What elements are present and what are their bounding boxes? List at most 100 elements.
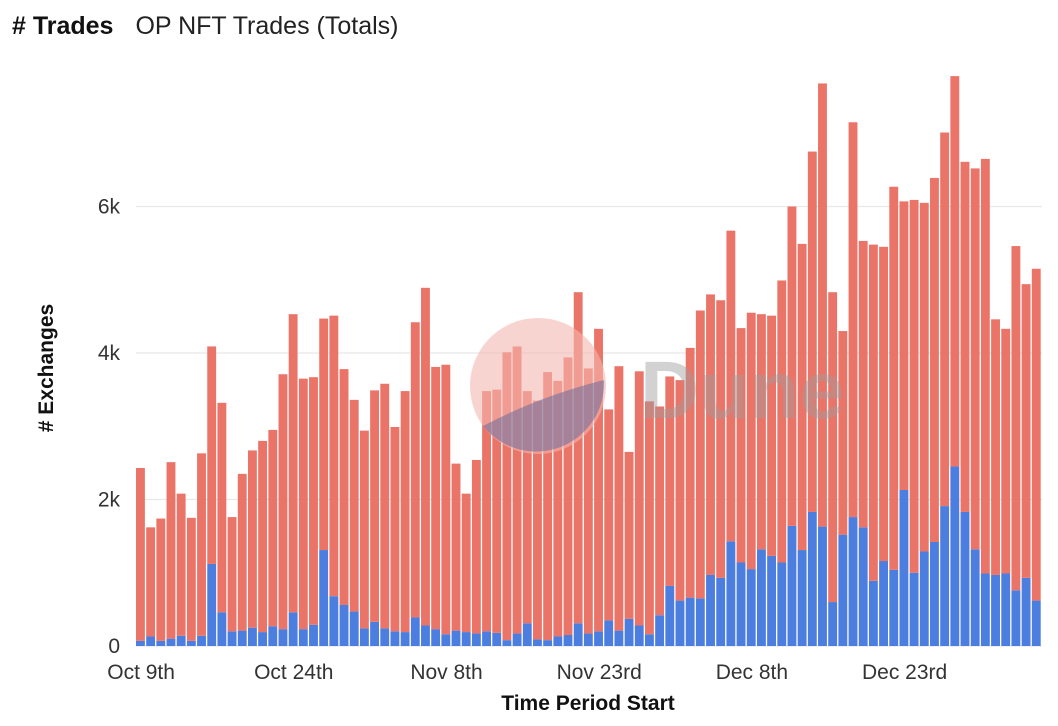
bar-segment-bottom bbox=[370, 621, 380, 646]
x-tick-label: Dec 23rd bbox=[862, 661, 947, 684]
bar-segment-bottom bbox=[227, 631, 237, 646]
bar-segment-bottom bbox=[980, 573, 990, 646]
bar-segment-top bbox=[665, 376, 675, 586]
bar-segment-bottom bbox=[492, 632, 502, 646]
bar-segment-bottom bbox=[716, 577, 726, 646]
bar-segment-bottom bbox=[787, 525, 797, 646]
bar-segment-top bbox=[237, 473, 247, 631]
bar-segment-bottom bbox=[482, 631, 491, 646]
bar-segment-bottom bbox=[461, 632, 471, 646]
bar-segment-top bbox=[909, 199, 919, 573]
y-tick-label: 2k bbox=[98, 489, 121, 512]
bar-segment-bottom bbox=[441, 634, 451, 646]
bar-segment-bottom bbox=[868, 580, 878, 646]
bar-segment-top bbox=[268, 429, 278, 627]
bar-segment-bottom bbox=[970, 549, 980, 646]
bar-segment-bottom bbox=[217, 612, 227, 646]
bar-segment-bottom bbox=[359, 628, 369, 646]
bar-segment-top bbox=[644, 401, 654, 635]
bar-segment-top bbox=[930, 177, 939, 542]
bar-segment-top bbox=[207, 346, 217, 564]
bar-segment-bottom bbox=[858, 527, 868, 646]
bottom-series-bars bbox=[136, 466, 1041, 646]
bar-segment-bottom bbox=[553, 636, 563, 646]
bar-segment-top bbox=[421, 287, 430, 626]
bar-segment-bottom bbox=[1011, 590, 1021, 646]
bar-segment-top bbox=[655, 406, 665, 616]
bar-segment-top bbox=[522, 391, 532, 624]
bar-segment-top bbox=[726, 230, 736, 542]
bar-segment-bottom bbox=[675, 600, 685, 646]
bar-segment-top bbox=[807, 151, 817, 512]
bar-segment-top bbox=[247, 450, 257, 628]
y-tick-label: 0 bbox=[108, 635, 120, 658]
bar-segment-bottom bbox=[380, 628, 390, 646]
bar-segment-bottom bbox=[889, 569, 899, 646]
bar-segment-top bbox=[858, 240, 868, 528]
bar-segment-top bbox=[329, 315, 339, 597]
bar-segment-top bbox=[868, 244, 878, 581]
bar-segment-bottom bbox=[960, 511, 970, 646]
bar-segment-top bbox=[451, 463, 461, 631]
x-tick-label: Oct 24th bbox=[254, 661, 333, 684]
bar-segment-bottom bbox=[573, 623, 583, 646]
bar-segment-bottom bbox=[431, 629, 441, 646]
bar-segment-bottom bbox=[176, 635, 186, 646]
bar-segment-top bbox=[838, 331, 848, 535]
bar-segment-top bbox=[533, 400, 542, 640]
bar-segment-bottom bbox=[655, 615, 665, 646]
bar-segment-top bbox=[828, 292, 838, 603]
bar-segment-bottom bbox=[451, 630, 461, 646]
bar-segment-top bbox=[583, 368, 593, 634]
bar-segment-top bbox=[991, 319, 1000, 575]
bar-segment-bottom bbox=[695, 598, 705, 646]
bar-segment-top bbox=[675, 380, 685, 601]
bar-segment-bottom bbox=[421, 625, 430, 646]
bar-segment-bottom bbox=[543, 640, 553, 646]
bar-segment-top bbox=[298, 378, 308, 630]
bar-segment-bottom bbox=[298, 629, 308, 646]
bar-segment-bottom bbox=[197, 635, 206, 646]
bar-segment-top bbox=[431, 366, 441, 630]
x-tick-label: Nov 8th bbox=[410, 661, 482, 684]
bar-segment-bottom bbox=[614, 630, 624, 646]
y-tick-labels: 0 2k 4k 6k bbox=[98, 196, 121, 659]
bar-segment-bottom bbox=[583, 633, 593, 646]
bar-segment-bottom bbox=[879, 561, 888, 646]
bar-segment-top bbox=[146, 527, 156, 637]
bar-segment-top bbox=[319, 318, 329, 551]
bar-segment-bottom bbox=[828, 602, 838, 646]
bar-segment-bottom bbox=[339, 604, 349, 646]
bar-segment-bottom bbox=[400, 632, 410, 646]
chart-header: # Trades OP NFT Trades (Totals) bbox=[12, 8, 399, 44]
bar-segment-top bbox=[441, 364, 451, 635]
bar-segment-top bbox=[767, 315, 777, 556]
bar-segment-bottom bbox=[268, 626, 278, 646]
bar-segment-top bbox=[492, 389, 502, 633]
bar-segment-top bbox=[553, 380, 563, 637]
bar-segment-bottom bbox=[278, 629, 288, 646]
bar-segment-top bbox=[889, 186, 899, 570]
x-tick-label: Dec 8th bbox=[716, 661, 788, 684]
bar-segment-top bbox=[624, 451, 634, 619]
bar-segment-top bbox=[604, 409, 614, 621]
bar-segment-bottom bbox=[930, 541, 939, 646]
bar-segment-bottom bbox=[156, 640, 166, 646]
bar-segment-top bbox=[227, 517, 237, 632]
bar-segment-top bbox=[278, 374, 288, 630]
bar-segment-top bbox=[756, 314, 766, 550]
bar-segment-top bbox=[543, 372, 553, 641]
bar-segment-bottom bbox=[726, 541, 736, 646]
bar-segment-top bbox=[512, 346, 522, 634]
y-tick-label: 4k bbox=[98, 342, 121, 365]
bar-segment-bottom bbox=[848, 517, 858, 646]
bar-segment-bottom bbox=[512, 633, 522, 646]
bar-segment-top bbox=[380, 383, 390, 629]
bar-segment-top bbox=[685, 347, 695, 598]
bar-segment-top bbox=[359, 430, 369, 629]
bar-segment-top bbox=[970, 168, 980, 550]
bar-segment-bottom bbox=[604, 620, 614, 646]
bar-segment-top bbox=[777, 280, 787, 563]
query-label: # Trades bbox=[12, 11, 114, 40]
bar-segment-bottom bbox=[288, 612, 298, 646]
